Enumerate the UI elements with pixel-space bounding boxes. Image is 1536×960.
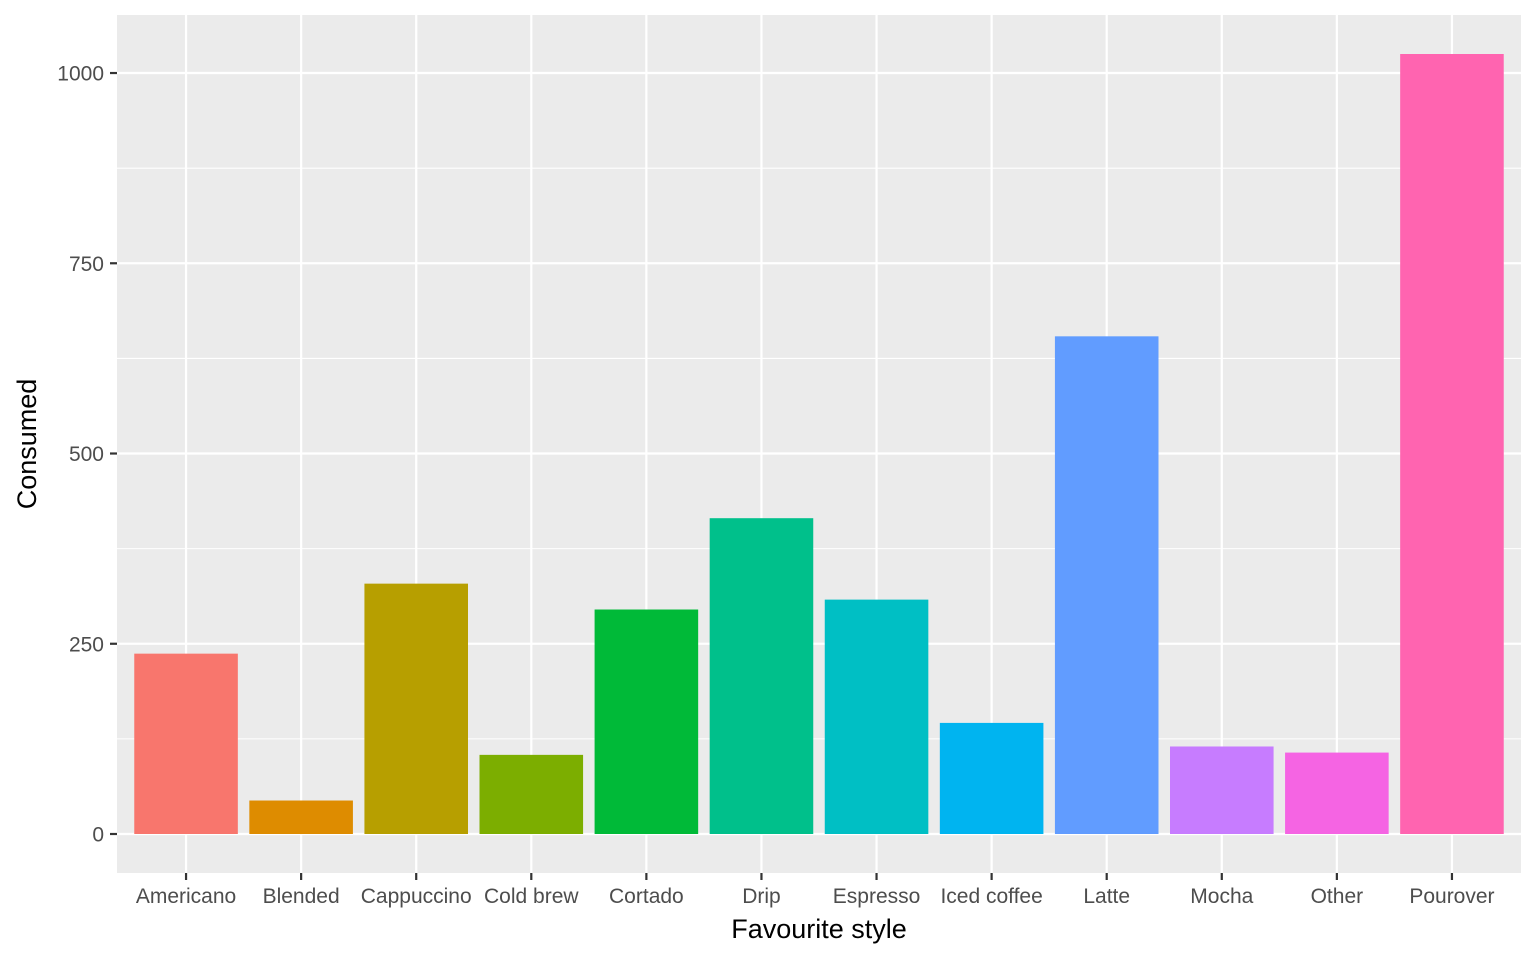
y-tick-label: 250 (69, 633, 104, 656)
x-tick-label: Mocha (1190, 885, 1253, 908)
y-tick-label: 0 (92, 824, 104, 847)
x-tick-label: Espresso (833, 885, 921, 908)
y-axis: 0 250 500 750 1000 (57, 63, 117, 847)
y-tick-label: 500 (69, 443, 104, 466)
y-tick-label: 1000 (57, 63, 104, 86)
bar (1400, 54, 1504, 834)
y-axis-title: Consumed (12, 379, 42, 510)
bar (1054, 336, 1159, 834)
x-tick-label: Other (1311, 885, 1364, 908)
bar (249, 800, 353, 834)
x-tick-label: Cortado (609, 885, 684, 908)
bar (594, 609, 699, 834)
bar (1285, 752, 1389, 834)
x-tick-label: Drip (742, 885, 781, 908)
bar (1170, 746, 1274, 834)
x-tick-label: Cappuccino (361, 885, 472, 908)
x-tick-label: Blended (263, 885, 340, 908)
minor-gridlines (117, 167, 1521, 740)
bar (134, 653, 238, 834)
x-tick-label: Latte (1083, 885, 1130, 908)
bars (134, 54, 1504, 834)
bar (479, 754, 584, 834)
bar (939, 722, 1044, 834)
x-tick-label: Cold brew (484, 885, 579, 908)
bar (364, 583, 468, 834)
x-axis-title: Favourite style (731, 914, 907, 944)
bar (824, 599, 929, 834)
x-axis: Americano Blended Cappuccino Cold brew Corta… (136, 873, 1495, 908)
plot-panel (117, 15, 1521, 873)
x-tick-label: Pourover (1409, 885, 1494, 908)
x-tick-label: Americano (136, 885, 236, 908)
y-tick-label: 750 (69, 253, 104, 276)
bar (709, 518, 814, 834)
x-tick-label: Iced coffee (940, 885, 1042, 908)
